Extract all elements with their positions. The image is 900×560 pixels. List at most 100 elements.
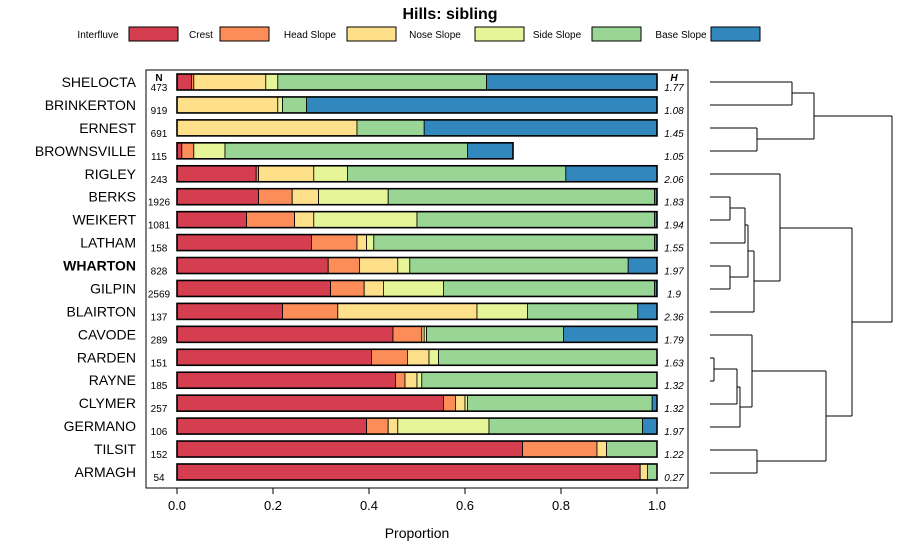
bar-segment bbox=[392, 325, 423, 343]
bar-segment bbox=[176, 440, 524, 458]
legend-swatch bbox=[346, 26, 397, 42]
bar-rows: SHELOCTA 473 1.77 BRINKERTON 919 1.08 ERNEST 69… bbox=[35, 73, 684, 484]
bar-segment bbox=[193, 142, 226, 160]
bar-segment bbox=[282, 302, 339, 320]
h-value: 2.06 bbox=[663, 175, 684, 186]
bar-segment bbox=[265, 73, 279, 91]
bar-segment bbox=[291, 188, 320, 206]
bar-outline bbox=[176, 210, 658, 229]
bar-segment bbox=[327, 257, 360, 274]
n-value: 54 bbox=[153, 473, 165, 484]
legend-label: Head Slope bbox=[284, 30, 337, 41]
bar-segment bbox=[409, 257, 629, 274]
h-value: 1.22 bbox=[664, 450, 684, 461]
legend-label: Nose Slope bbox=[409, 30, 461, 41]
bar-segment bbox=[346, 165, 567, 183]
bar-segment bbox=[176, 280, 332, 297]
bar-segment bbox=[366, 234, 375, 251]
n-value: 152 bbox=[151, 450, 168, 461]
bar-segment bbox=[476, 302, 528, 320]
bar-segment bbox=[176, 417, 368, 435]
bar-outline bbox=[176, 325, 658, 344]
category-label: ERNEST bbox=[79, 120, 136, 136]
bar-segment bbox=[428, 348, 440, 366]
bar-outline bbox=[176, 96, 658, 114]
bar-segment bbox=[313, 211, 418, 229]
dendrogram-link bbox=[710, 265, 731, 290]
legend-label: Crest bbox=[189, 30, 213, 41]
bar-segment bbox=[627, 257, 658, 274]
dendrogram-link bbox=[710, 386, 741, 428]
h-value: 1.05 bbox=[664, 152, 684, 163]
dendrogram-link bbox=[710, 127, 758, 152]
h-value: 0.27 bbox=[664, 473, 684, 484]
bar-segment bbox=[486, 73, 658, 91]
bar-segment bbox=[258, 188, 293, 206]
bar-segment bbox=[406, 348, 430, 366]
h-value: 1.83 bbox=[664, 198, 684, 209]
bar-segment bbox=[193, 73, 267, 91]
category-label: ARMAGH bbox=[75, 464, 136, 480]
bar-segment bbox=[337, 302, 478, 320]
bar-segment bbox=[176, 371, 396, 389]
bar-segment bbox=[306, 96, 658, 114]
dendrogram bbox=[710, 81, 893, 474]
n-value: 828 bbox=[151, 267, 168, 278]
bar-segment bbox=[277, 73, 487, 91]
h-value: 1.45 bbox=[664, 129, 684, 140]
chart-title: Hills: sibling bbox=[402, 6, 497, 23]
category-label: RIGLEY bbox=[85, 166, 137, 182]
category-label: CAVODE bbox=[78, 326, 136, 342]
h-value: 1.63 bbox=[664, 358, 684, 369]
bar-segment bbox=[176, 325, 394, 343]
dendrogram-link bbox=[710, 196, 731, 221]
category-label: RAYNE bbox=[89, 372, 136, 388]
bar-segment bbox=[647, 463, 658, 481]
bar-outline bbox=[176, 371, 658, 390]
h-value: 1.77 bbox=[664, 83, 684, 94]
bar-outline bbox=[176, 187, 658, 206]
bar-segment bbox=[416, 371, 423, 389]
bar-segment bbox=[176, 73, 192, 91]
n-value: 2569 bbox=[148, 289, 171, 300]
bar-outline bbox=[176, 463, 658, 481]
bar-outline bbox=[176, 142, 514, 160]
n-value: 158 bbox=[151, 244, 168, 255]
bar-segment bbox=[421, 371, 658, 389]
bar-outline bbox=[176, 394, 658, 412]
legend-swatch bbox=[710, 26, 761, 42]
dendrogram-link bbox=[780, 227, 853, 417]
bar-segment bbox=[277, 96, 283, 114]
category-label: GILPIN bbox=[90, 280, 136, 296]
n-value: 289 bbox=[151, 335, 168, 346]
n-value: 691 bbox=[151, 129, 168, 140]
bar-segment bbox=[606, 440, 658, 458]
bar-segment bbox=[488, 417, 644, 435]
h-value: 1.32 bbox=[664, 404, 684, 415]
n-value: 115 bbox=[151, 152, 167, 163]
bar-segment bbox=[382, 280, 444, 297]
bar-segment bbox=[176, 348, 372, 366]
bar-segment bbox=[426, 325, 564, 343]
category-label: TILSIT bbox=[94, 441, 136, 457]
category-label: CLYMER bbox=[79, 395, 136, 411]
x-tick-label: 1.0 bbox=[648, 498, 666, 513]
bar-outline bbox=[176, 417, 658, 435]
bar-segment bbox=[176, 96, 279, 114]
h-value: 1.08 bbox=[664, 106, 684, 117]
bar-segment bbox=[358, 257, 399, 274]
category-label: LATHAM bbox=[80, 235, 136, 251]
bar-segment bbox=[370, 348, 408, 366]
bar-outline bbox=[176, 164, 658, 183]
bar-segment bbox=[397, 417, 490, 435]
bar-segment bbox=[416, 211, 656, 229]
dendrogram-link bbox=[752, 370, 827, 462]
bar-segment bbox=[387, 188, 656, 206]
bar-segment bbox=[366, 417, 389, 435]
bar-segment bbox=[310, 234, 358, 251]
category-label: BERKS bbox=[89, 189, 136, 205]
x-tick-label: 0.4 bbox=[360, 498, 378, 513]
legend: Interfluve Crest Head Slope Nose Slope Side … bbox=[77, 26, 761, 42]
bar-segment bbox=[176, 394, 444, 412]
bar-segment bbox=[176, 165, 257, 183]
